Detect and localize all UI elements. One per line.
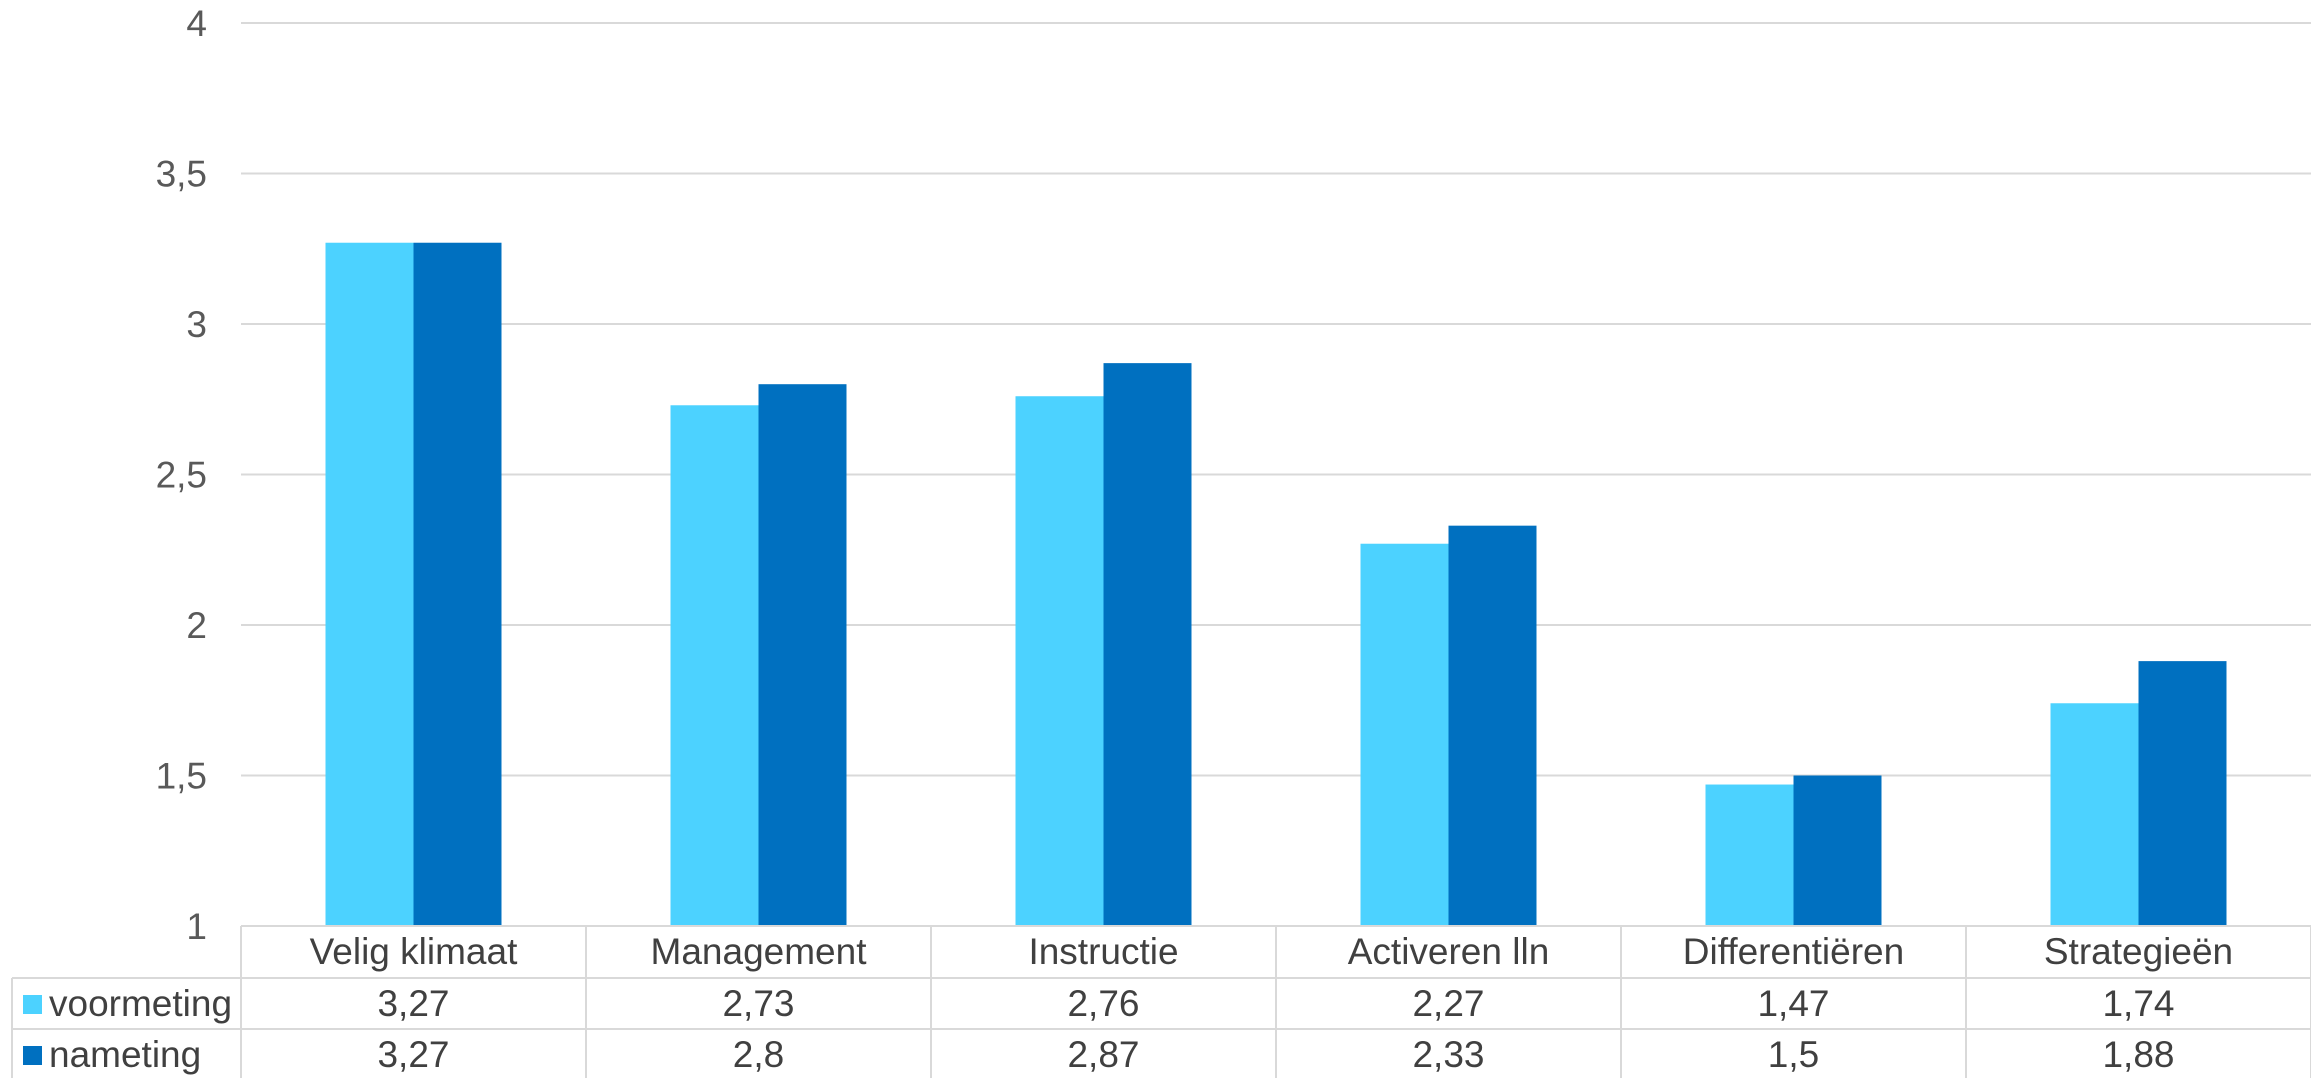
data-label-nameting: 1,88 — [2102, 1034, 2174, 1075]
bar-voormeting — [2050, 703, 2139, 926]
data-label-nameting: 2,33 — [1412, 1034, 1484, 1075]
data-label-nameting: 2,8 — [733, 1034, 784, 1075]
data-label-voormeting: 1,74 — [2102, 983, 2174, 1024]
data-label-voormeting: 2,73 — [722, 983, 794, 1024]
y-tick-label: 4 — [186, 3, 207, 44]
y-tick-label: 3,5 — [156, 154, 207, 195]
data-label-voormeting: 3,27 — [377, 983, 449, 1024]
bar-nameting — [1103, 363, 1192, 926]
category-label: Velig klimaat — [310, 931, 518, 972]
category-label: Activeren lln — [1348, 931, 1550, 972]
data-label-voormeting: 1,47 — [1757, 983, 1829, 1024]
y-tick-label: 1,5 — [156, 756, 207, 797]
bar-voormeting — [1015, 396, 1104, 926]
y-tick-label: 2 — [186, 605, 207, 646]
bar-nameting — [413, 242, 502, 927]
legend-key-voormeting — [23, 995, 42, 1014]
y-tick-label: 3 — [186, 304, 207, 345]
legend-key-nameting — [23, 1046, 42, 1065]
bar-voormeting — [1705, 784, 1794, 926]
bar-nameting — [758, 384, 847, 926]
bar-nameting — [2138, 661, 2227, 926]
bars — [325, 242, 2227, 927]
category-label: Management — [651, 931, 868, 972]
category-label: Strategieën — [2044, 931, 2233, 972]
bar-voormeting — [325, 242, 414, 927]
y-axis: 1 1,5 2 2,5 3 3,5 4 — [156, 3, 207, 947]
data-label-voormeting: 2,27 — [1412, 983, 1484, 1024]
y-tick-label: 2,5 — [156, 455, 207, 496]
legend-label-nameting: nameting — [49, 1034, 201, 1075]
category-label: Instructie — [1028, 931, 1178, 972]
data-label-nameting: 1,5 — [1768, 1034, 1819, 1075]
data-label-voormeting: 2,76 — [1067, 983, 1139, 1024]
category-label: Differentiëren — [1683, 931, 1904, 972]
data-label-nameting: 3,27 — [377, 1034, 449, 1075]
bar-nameting — [1793, 775, 1882, 926]
bar-voormeting — [670, 405, 759, 926]
data-label-nameting: 2,87 — [1067, 1034, 1139, 1075]
legend-label-voormeting: voormeting — [49, 983, 232, 1024]
gridlines — [241, 22, 2311, 927]
y-tick-label: 1 — [186, 906, 207, 947]
bar-voormeting — [1360, 543, 1449, 926]
data-table: Velig klimaat Management Instructie Activer… — [11, 925, 2311, 1078]
bar-nameting — [1448, 525, 1537, 926]
